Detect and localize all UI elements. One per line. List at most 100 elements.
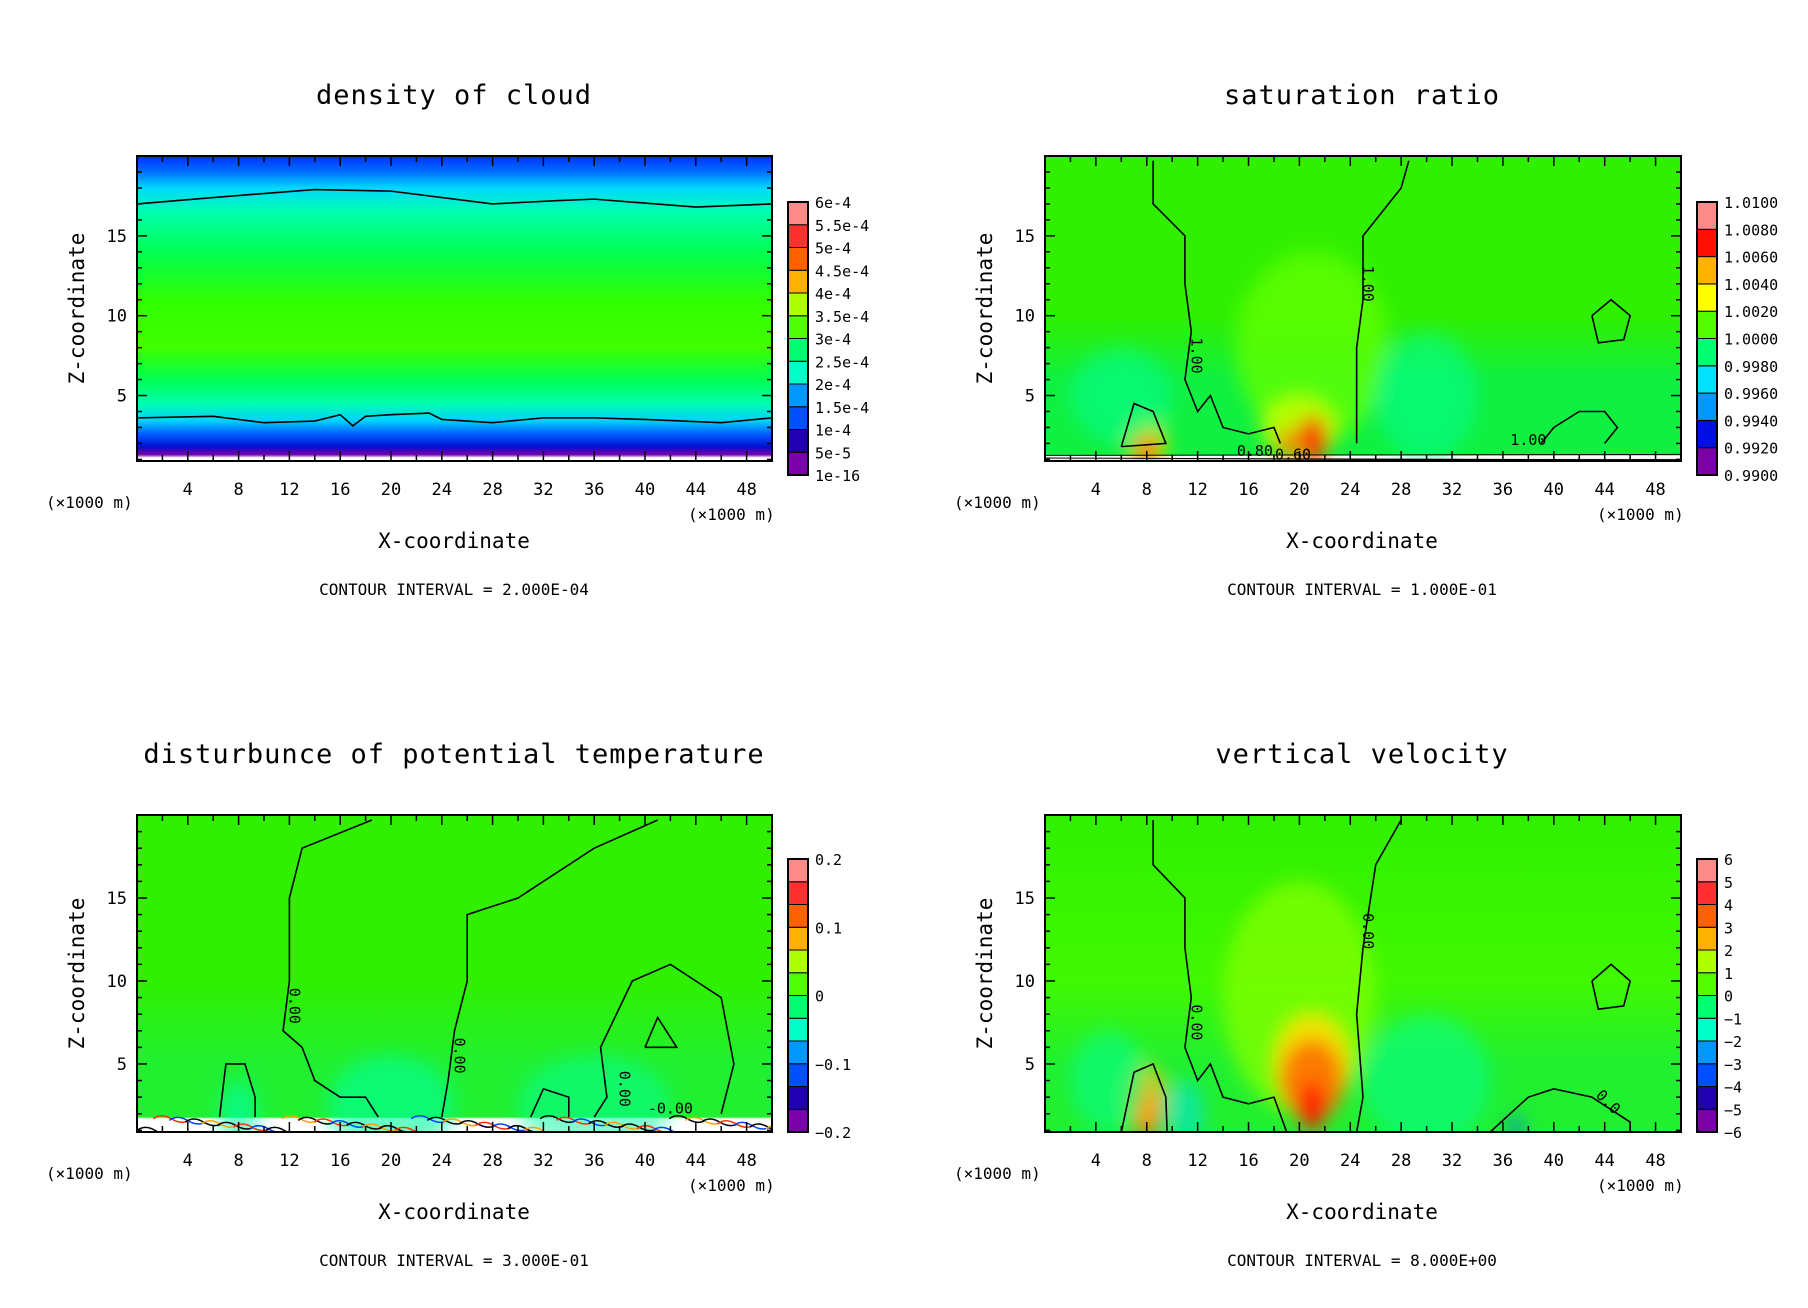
x-tick-label: 12: [279, 480, 299, 500]
x-tick-label: 32: [533, 1151, 553, 1171]
colorbar-swatch: [787, 451, 809, 476]
colorbar-swatch: [1696, 949, 1718, 974]
contour-line: [282, 819, 379, 1118]
colorbar-label: 3: [1724, 919, 1733, 937]
heatmap: 1.00 1.00 1.00 0.80 0.60: [1045, 156, 1681, 461]
y-tick-label: 5: [1025, 387, 1035, 407]
x-axis-label: X-coordinate: [1286, 1200, 1438, 1224]
colorbar-swatch: [787, 949, 809, 974]
x-tick-label: 8: [233, 480, 243, 500]
contour-interval-note: CONTOUR INTERVAL = 8.000E+00: [1227, 1251, 1497, 1270]
contour-label: 1.00: [1359, 266, 1377, 302]
chart-title: disturbunce of potential temperature: [143, 739, 764, 770]
x-tick-label: 32: [533, 480, 553, 500]
x-tick-label: 48: [1645, 1151, 1665, 1171]
x-tick-label: 16: [1238, 1151, 1258, 1171]
colorbar-label: 2: [1724, 942, 1733, 960]
colorbar-swatch: [787, 383, 809, 408]
x-tick-label: 44: [686, 480, 706, 500]
contour-line: [137, 412, 772, 427]
colorbar-label: 0.9900: [1724, 467, 1778, 485]
x-tick-label: 16: [1238, 480, 1258, 500]
panel-3: disturbunce of potential temperature 0.00…: [46, 739, 851, 1270]
colorbar-swatch: [1696, 1017, 1718, 1042]
plot-frame: [1044, 155, 1682, 462]
chart-title: saturation ratio: [1224, 80, 1500, 111]
contour-line: [1489, 1088, 1631, 1132]
colorbar-swatch: [787, 269, 809, 294]
x-tick-label: 44: [1594, 480, 1614, 500]
x-unit-left: (×1000 m): [954, 493, 1041, 512]
x-tick-label: 16: [330, 480, 350, 500]
x-tick-label: 24: [432, 1151, 452, 1171]
x-tick-label: 48: [1645, 480, 1665, 500]
heatmap-feature: [1363, 1014, 1491, 1132]
colorbar-label: 1.0080: [1724, 221, 1778, 239]
colorbar-swatch: [1696, 256, 1718, 285]
colorbar-label: 0: [815, 988, 824, 1006]
colorbar-swatch: [787, 224, 809, 248]
x-tick-label: 20: [381, 480, 401, 500]
colorbar-label: 1.0040: [1724, 276, 1778, 294]
colorbar: [1696, 201, 1718, 476]
y-axis-label: Z-coordinate: [65, 898, 89, 1050]
colorbar-swatch: [1696, 228, 1718, 258]
heatmap-feature: [1070, 347, 1173, 444]
x-tick-label: 24: [1340, 1151, 1360, 1171]
heatmap: 0.000.000.0: [1045, 815, 1681, 1132]
heatmap-feature: [1280, 1039, 1344, 1123]
colorbar-swatch: [787, 429, 809, 453]
x-tick-label: 12: [1187, 1151, 1207, 1171]
colorbar-swatch: [787, 972, 809, 996]
colorbar-swatch: [787, 201, 809, 226]
heatmap-field: [137, 156, 772, 461]
contour-line: [1120, 1062, 1168, 1132]
x-tick-label: 48: [736, 1151, 756, 1171]
x-unit-right: (×1000 m): [1597, 1176, 1684, 1195]
x-tick-label: 28: [482, 1151, 502, 1171]
x-tick-label: 44: [686, 1151, 706, 1171]
colorbar-label: −4: [1724, 1079, 1742, 1097]
x-tick-label: 4: [1091, 480, 1101, 500]
contour-line: [441, 819, 659, 1118]
colorbar-swatch: [1696, 1108, 1718, 1133]
y-tick-label: 15: [107, 889, 127, 909]
heatmap: 0.00 0.00 0.00 -0.00: [137, 815, 772, 1132]
x-tick-label: 28: [482, 480, 502, 500]
colorbar-label: 4: [1724, 897, 1733, 915]
panel-2: saturation ratio 1.001.001.000.80 0.60 4 8 12…: [954, 80, 1778, 599]
x-tick-label: 40: [1544, 480, 1564, 500]
heatmap-feature: [1070, 1030, 1147, 1131]
colorbar-label: −2: [1724, 1033, 1742, 1051]
x-tick-label: 40: [635, 1151, 655, 1171]
contour-interval-note: CONTOUR INTERVAL = 2.000E-04: [319, 580, 589, 599]
colorbar-swatch: [1696, 310, 1718, 340]
colorbar-swatch: [1696, 283, 1718, 312]
colorbar-swatch: [787, 904, 809, 928]
x-tick-label: 36: [584, 1151, 604, 1171]
contour-line: [1540, 410, 1619, 444]
y-tick-label: 10: [1015, 972, 1035, 992]
x-tick-label: 12: [279, 1151, 299, 1171]
colorbar-label: 5.5e-4: [815, 217, 869, 235]
colorbar: [787, 201, 809, 476]
contour-line: [1152, 160, 1282, 444]
colorbar-swatch: [787, 292, 809, 317]
y-tick-label: 5: [1025, 1055, 1035, 1075]
x-tick-label: 12: [1187, 480, 1207, 500]
x-axis-label: X-coordinate: [378, 529, 530, 553]
colorbar-swatch: [787, 338, 809, 362]
contour-line: [593, 963, 735, 1118]
x-unit-left: (×1000 m): [46, 1164, 133, 1183]
colorbar-swatch: [1696, 972, 1718, 996]
colorbar-label: 1.0000: [1724, 331, 1778, 349]
colorbar-label: 6: [1724, 851, 1733, 869]
x-tick-label: 48: [736, 480, 756, 500]
heatmap-feature: [1165, 1080, 1204, 1132]
colorbar-swatch: [787, 858, 809, 883]
y-tick-label: 5: [117, 387, 127, 407]
x-tick-label: 40: [1544, 1151, 1564, 1171]
